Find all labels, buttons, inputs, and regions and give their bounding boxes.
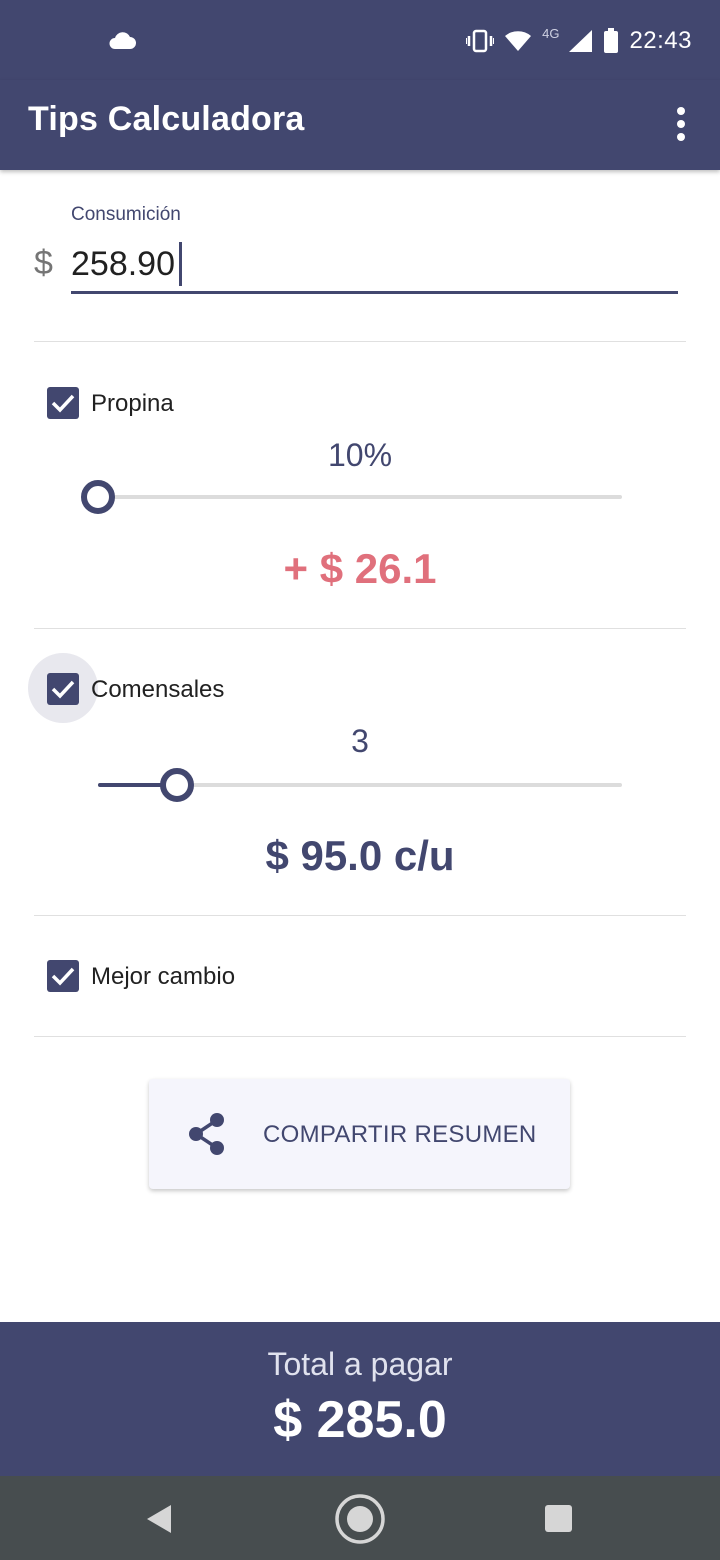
- rounding-checkbox[interactable]: [47, 960, 79, 992]
- status-bar: 4G 22:43: [0, 0, 720, 80]
- diners-slider-fill: [98, 783, 177, 787]
- cloud-icon: [109, 32, 136, 49]
- diners-count-value: 3: [351, 723, 369, 759]
- text-caret: [179, 242, 182, 286]
- diners-label: Comensales: [91, 676, 225, 703]
- rounding-label: Mejor cambio: [91, 963, 236, 990]
- consumption-input[interactable]: [71, 238, 678, 294]
- check-icon: [51, 394, 75, 413]
- consumption-label: Consumición: [71, 204, 181, 225]
- check-icon: [51, 967, 75, 986]
- check-icon: [51, 680, 75, 699]
- overflow-menu-icon[interactable]: [670, 104, 692, 144]
- home-icon[interactable]: [334, 1493, 386, 1545]
- divider: [34, 1036, 686, 1037]
- tip-label: Propina: [91, 390, 174, 417]
- status-time: 22:43: [629, 27, 692, 54]
- tip-slider-track[interactable]: [98, 495, 622, 499]
- divider: [34, 915, 686, 916]
- total-panel: Total a pagar $ 285.0: [0, 1322, 720, 1476]
- total-value: $ 285.0: [273, 1391, 447, 1449]
- tip-amount: + $ 26.1: [283, 545, 437, 592]
- diners-checkbox[interactable]: [47, 673, 79, 705]
- share-icon: [189, 1113, 224, 1155]
- divider: [34, 341, 686, 342]
- tip-checkbox[interactable]: [47, 387, 79, 419]
- signal-icon: [569, 30, 593, 52]
- vibrate-icon: [466, 29, 495, 53]
- back-icon[interactable]: [145, 1504, 173, 1534]
- app-bar: Tips Calculadora: [0, 80, 720, 170]
- diners-slider-track[interactable]: [98, 783, 622, 787]
- battery-icon: [604, 28, 619, 53]
- system-nav-bar: [0, 1476, 720, 1560]
- share-button-label: COMPARTIR RESUMEN: [263, 1121, 537, 1148]
- wifi-icon: [505, 31, 532, 51]
- per-person-amount: $ 95.0 c/u: [265, 832, 455, 879]
- tip-slider-thumb[interactable]: [81, 480, 115, 514]
- status-icons: 4G 22:43: [466, 24, 692, 58]
- tip-percent-value: 10%: [327, 437, 393, 473]
- currency-prefix: $: [34, 244, 53, 282]
- app-title: Tips Calculadora: [28, 100, 305, 138]
- diners-slider-thumb[interactable]: [159, 768, 194, 802]
- recents-icon[interactable]: [545, 1505, 572, 1532]
- total-label: Total a pagar: [267, 1346, 453, 1382]
- network-type-label: 4G: [542, 25, 560, 41]
- divider: [34, 628, 686, 629]
- share-summary-button[interactable]: COMPARTIR RESUMEN: [149, 1079, 570, 1189]
